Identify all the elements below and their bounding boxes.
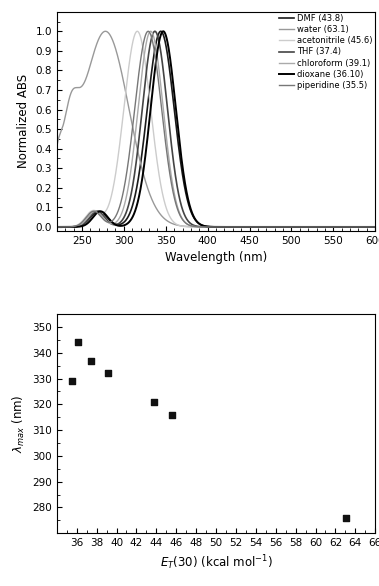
- dioxane (36.10): [110, 219, 114, 226]
- dioxane (36.10): [91, 213, 96, 220]
- Point: [151, 397, 157, 407]
- DMF (43.8): [373, 223, 377, 230]
- water (63.1): [55, 143, 59, 150]
- Point: [169, 410, 175, 420]
- Line: DMF (43.8): DMF (43.8): [57, 31, 375, 227]
- DMF (43.8): [91, 211, 96, 218]
- Line: acetonitrile (45.6): acetonitrile (45.6): [57, 31, 375, 227]
- acetonitrile (45.6): [110, 189, 114, 196]
- chloroform (39.1): [149, 28, 153, 35]
- THF (37.4): [110, 221, 114, 228]
- DMF (43.8): [55, 223, 59, 230]
- DMF (43.8): [367, 223, 371, 230]
- chloroform (39.1): [177, 208, 181, 215]
- water (63.1): [191, 223, 195, 230]
- THF (37.4): [332, 223, 337, 230]
- chloroform (39.1): [367, 223, 371, 230]
- Point: [88, 356, 94, 365]
- chloroform (39.1): [332, 223, 337, 230]
- DMF (43.8): [332, 223, 337, 230]
- dioxane (36.10): [161, 28, 166, 35]
- Point: [105, 369, 111, 378]
- water (63.1): [177, 222, 181, 229]
- piperidine (35.5): [91, 208, 96, 215]
- X-axis label: Wavelength (nm): Wavelength (nm): [165, 251, 267, 264]
- chloroform (39.1): [55, 223, 59, 230]
- acetonitrile (45.6): [367, 223, 371, 230]
- Point: [69, 376, 75, 386]
- dioxane (36.10): [55, 223, 59, 230]
- piperidine (35.5): [110, 217, 114, 224]
- acetonitrile (45.6): [135, 28, 139, 35]
- THF (37.4): [55, 223, 59, 230]
- Line: piperidine (35.5): piperidine (35.5): [57, 31, 375, 227]
- acetonitrile (45.6): [177, 222, 181, 229]
- THF (37.4): [373, 223, 377, 230]
- piperidine (35.5): [177, 210, 181, 217]
- THF (37.4): [153, 28, 157, 35]
- piperidine (35.5): [146, 28, 150, 35]
- Legend: DMF (43.8), water (63.1), acetonitrile (45.6), THF (37.4), chloroform (39.1), di: DMF (43.8), water (63.1), acetonitrile (…: [277, 12, 374, 91]
- piperidine (35.5): [373, 223, 377, 230]
- water (63.1): [332, 223, 337, 230]
- water (63.1): [373, 223, 377, 230]
- piperidine (35.5): [332, 223, 337, 230]
- Point: [75, 338, 81, 347]
- dioxane (36.10): [191, 211, 195, 218]
- chloroform (39.1): [110, 220, 114, 227]
- piperidine (35.5): [367, 223, 371, 230]
- dioxane (36.10): [332, 223, 337, 230]
- THF (37.4): [367, 223, 371, 230]
- piperidine (35.5): [191, 223, 195, 230]
- Line: chloroform (39.1): chloroform (39.1): [57, 31, 375, 227]
- acetonitrile (45.6): [191, 223, 195, 230]
- acetonitrile (45.6): [55, 223, 59, 230]
- acetonitrile (45.6): [91, 207, 96, 214]
- Point: [343, 513, 349, 523]
- water (63.1): [91, 52, 96, 59]
- dioxane (36.10): [367, 223, 371, 230]
- water (63.1): [103, 28, 108, 35]
- acetonitrile (45.6): [373, 223, 377, 230]
- water (63.1): [367, 223, 371, 230]
- piperidine (35.5): [55, 223, 59, 230]
- DMF (43.8): [110, 219, 114, 226]
- X-axis label: $E_T$(30) (kcal mol$^{-1}$): $E_T$(30) (kcal mol$^{-1}$): [160, 554, 273, 573]
- Line: THF (37.4): THF (37.4): [57, 31, 375, 227]
- DMF (43.8): [191, 212, 195, 219]
- Y-axis label: Normalized ABS: Normalized ABS: [17, 74, 30, 168]
- THF (37.4): [177, 193, 181, 200]
- chloroform (39.1): [373, 223, 377, 230]
- acetonitrile (45.6): [332, 223, 337, 230]
- Line: dioxane (36.10): dioxane (36.10): [57, 31, 375, 227]
- Line: water (63.1): water (63.1): [57, 31, 375, 227]
- Y-axis label: $\lambda_{max}$ (nm): $\lambda_{max}$ (nm): [11, 394, 27, 453]
- THF (37.4): [91, 210, 96, 217]
- dioxane (36.10): [177, 135, 181, 142]
- dioxane (36.10): [373, 223, 377, 230]
- water (63.1): [110, 36, 114, 43]
- chloroform (39.1): [191, 223, 195, 230]
- chloroform (39.1): [91, 209, 96, 216]
- DMF (43.8): [158, 28, 163, 35]
- DMF (43.8): [177, 146, 181, 154]
- THF (37.4): [191, 222, 195, 229]
